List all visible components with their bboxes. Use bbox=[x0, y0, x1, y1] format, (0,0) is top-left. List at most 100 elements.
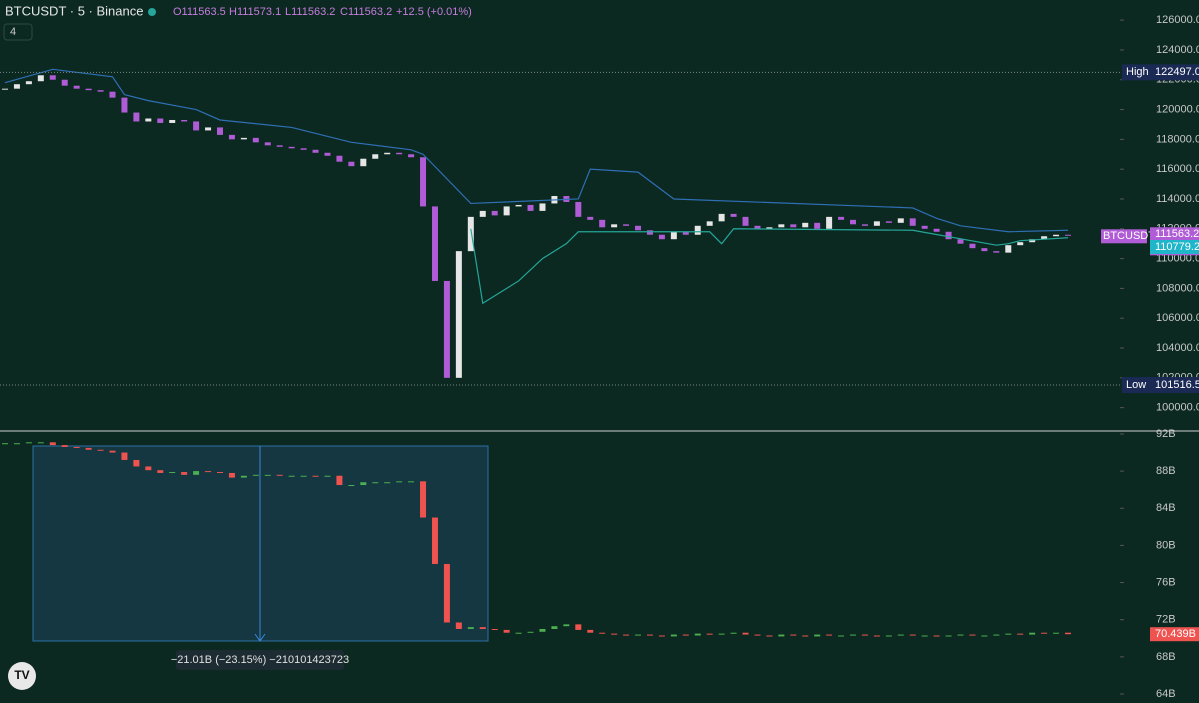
level-value: 122497.0 bbox=[1155, 66, 1199, 78]
candle bbox=[646, 634, 653, 636]
candle bbox=[706, 633, 713, 635]
candle bbox=[1041, 632, 1048, 634]
candle bbox=[730, 213, 737, 217]
candle bbox=[109, 450, 116, 453]
candle bbox=[850, 634, 857, 636]
level-tag bbox=[1122, 64, 1199, 81]
indicator-value: 110779.2 bbox=[1155, 241, 1199, 253]
candle bbox=[25, 81, 32, 85]
y-tick-label: 106000.0 bbox=[1156, 312, 1199, 324]
candle bbox=[240, 137, 247, 140]
candle bbox=[85, 447, 92, 450]
candle bbox=[1065, 632, 1071, 635]
candle bbox=[539, 628, 546, 632]
candle bbox=[205, 127, 212, 131]
candle bbox=[37, 442, 44, 444]
candle bbox=[623, 224, 630, 226]
candle bbox=[814, 634, 821, 637]
candle bbox=[408, 481, 415, 483]
candle bbox=[563, 624, 570, 627]
candle bbox=[909, 634, 916, 636]
candle bbox=[312, 149, 319, 153]
indicator-toggle[interactable] bbox=[3, 23, 33, 41]
candle bbox=[527, 204, 534, 211]
candle bbox=[503, 206, 510, 216]
candle bbox=[551, 626, 558, 629]
candle bbox=[25, 442, 32, 444]
y-tick-label: 68B bbox=[1156, 651, 1176, 663]
candle bbox=[945, 635, 952, 637]
candle bbox=[897, 218, 904, 223]
level-value: 101516.5 bbox=[1155, 379, 1199, 391]
indicator-count[interactable]: 4 bbox=[10, 26, 16, 38]
last-name-tag bbox=[1101, 229, 1147, 244]
candle bbox=[838, 216, 845, 220]
candle bbox=[467, 216, 474, 252]
candle bbox=[515, 632, 522, 634]
candle bbox=[587, 629, 594, 633]
candle bbox=[396, 481, 403, 483]
candle bbox=[467, 627, 474, 629]
change: +12.5 (+0.01%) bbox=[396, 6, 472, 18]
candle bbox=[658, 234, 665, 240]
candle bbox=[384, 482, 391, 484]
candle bbox=[228, 472, 235, 478]
candle bbox=[850, 219, 857, 225]
candle bbox=[515, 204, 522, 207]
candle bbox=[479, 627, 486, 629]
candle bbox=[933, 635, 940, 637]
candle bbox=[420, 481, 427, 518]
candle bbox=[264, 474, 271, 476]
candle bbox=[826, 634, 833, 636]
ohlc-l: L111563.2 bbox=[285, 6, 335, 18]
last-price: 111563.2 bbox=[1155, 228, 1199, 240]
candle bbox=[981, 635, 988, 637]
candle bbox=[252, 474, 259, 476]
candle bbox=[372, 482, 379, 484]
candle bbox=[420, 157, 427, 207]
candle bbox=[885, 635, 892, 637]
candle bbox=[97, 449, 104, 451]
candle bbox=[670, 231, 677, 240]
candle bbox=[790, 224, 797, 228]
logo[interactable] bbox=[8, 662, 36, 690]
candle bbox=[169, 472, 176, 474]
logo-text[interactable]: TV bbox=[14, 668, 29, 682]
candle bbox=[157, 470, 164, 473]
y-tick-label: 64B bbox=[1156, 688, 1176, 698]
candle bbox=[754, 634, 761, 636]
candle bbox=[754, 225, 761, 229]
candle bbox=[157, 118, 164, 123]
candle bbox=[479, 210, 486, 217]
candle bbox=[348, 485, 355, 487]
candle bbox=[169, 119, 176, 123]
candle bbox=[1005, 633, 1012, 635]
candle bbox=[133, 459, 140, 467]
candle bbox=[61, 79, 68, 86]
candle bbox=[682, 231, 689, 235]
candle bbox=[276, 474, 283, 476]
measure-arrow-head bbox=[254, 633, 266, 642]
candle bbox=[372, 154, 379, 159]
candle bbox=[921, 635, 928, 637]
candle bbox=[599, 632, 606, 634]
last-name: BTCUSDT bbox=[1103, 230, 1155, 242]
ohlc-c: C111563.2 bbox=[340, 6, 392, 18]
candle bbox=[37, 75, 44, 82]
symbol: BTCUSDT · 5 · Binance bbox=[5, 3, 143, 18]
candle bbox=[61, 445, 68, 447]
y-tick-label: 108000.0 bbox=[1156, 282, 1199, 294]
candle bbox=[49, 75, 56, 80]
candle bbox=[658, 635, 665, 637]
candle bbox=[790, 634, 797, 636]
y-tick-label: 110000.0 bbox=[1156, 253, 1199, 265]
candle bbox=[491, 210, 498, 216]
candle bbox=[228, 134, 235, 140]
last-value: 70.439B bbox=[1155, 628, 1196, 640]
candle bbox=[694, 633, 701, 636]
candle bbox=[288, 146, 295, 149]
candle bbox=[336, 155, 343, 162]
candle bbox=[1029, 239, 1036, 243]
candle bbox=[909, 218, 916, 226]
